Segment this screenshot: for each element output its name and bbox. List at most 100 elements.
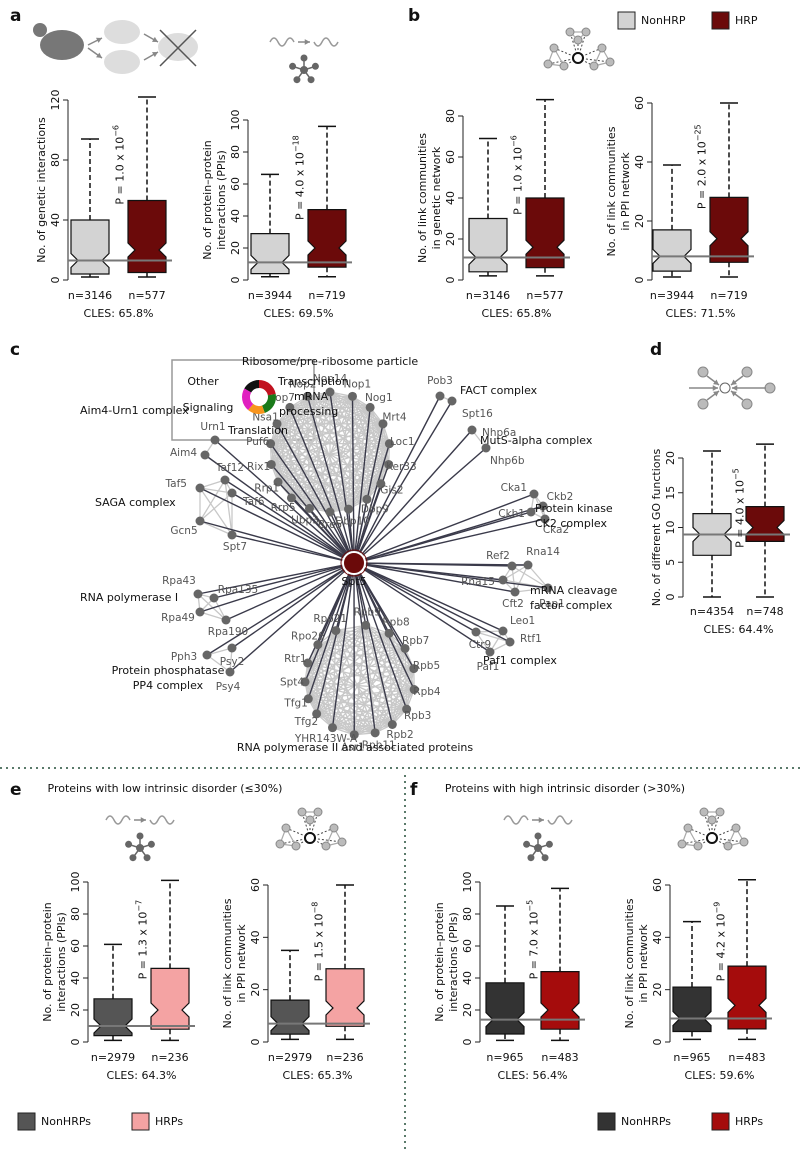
icon-part: [304, 832, 316, 844]
y-tick-label: 20: [633, 214, 646, 228]
y-tick-label: 0: [49, 277, 62, 284]
node-label: Ctr9: [469, 639, 491, 651]
intra-edge: [391, 668, 415, 725]
intra-edge: [306, 396, 331, 513]
spt5-edge: [270, 443, 355, 564]
intra-edge: [199, 479, 226, 522]
icon-part: [683, 823, 693, 833]
spt5-edge: [214, 439, 355, 564]
node: [200, 450, 210, 460]
intra-edge: [289, 406, 390, 445]
node: [361, 620, 371, 630]
node-label: Taf6: [242, 496, 265, 508]
node-label: Rpo21: [313, 613, 347, 625]
y-tick-label: 60: [633, 96, 646, 110]
box: [325, 968, 365, 1027]
node-label: Dbp10: [335, 515, 370, 527]
node-label: Ckb2: [547, 491, 574, 503]
y-tick-label: 80: [461, 907, 474, 921]
icon-part: [300, 66, 308, 74]
y-tick-label: 20: [249, 983, 262, 997]
node-label: Rpb8: [382, 616, 409, 628]
node: [331, 626, 341, 636]
spt5-edge: [231, 562, 355, 649]
y-tick-label: 20: [69, 1003, 82, 1017]
icon-part: [143, 854, 151, 862]
y-axis-label: interactions (PPIs): [215, 150, 228, 250]
footer: CLES: 56.4%: [498, 1069, 568, 1082]
node-label: Taf12: [215, 462, 244, 474]
node-label: Pph3: [171, 651, 197, 663]
node: [273, 477, 283, 487]
intra-edge: [307, 662, 376, 734]
node: [312, 709, 322, 719]
node: [435, 391, 445, 401]
x-tick-label: n=2979: [268, 1051, 312, 1064]
y-tick-label: 0: [249, 1039, 262, 1046]
intra-edge: [527, 564, 549, 589]
node-label: Gis2: [380, 485, 403, 497]
icon-part: [307, 76, 315, 84]
group-label: PP4 complex: [133, 679, 204, 692]
p-value: P = 4.0 x 10−18: [291, 135, 307, 220]
node-label: Rpa43: [162, 575, 196, 587]
y-tick-label: 0: [633, 277, 646, 284]
legend-swatch: [597, 1112, 616, 1131]
icon-part: [741, 398, 753, 410]
node: [221, 615, 231, 625]
p-value-exponent: −18: [291, 135, 300, 152]
node-label: Spt7: [223, 541, 247, 553]
icon-part: [739, 837, 749, 847]
node-label: Pob3: [427, 375, 453, 387]
icon-part: [572, 52, 584, 64]
icon-part: [40, 30, 84, 60]
node-label: Ker33: [386, 461, 417, 473]
y-tick-label: 0: [461, 1039, 474, 1046]
spt5-edge: [276, 423, 355, 564]
intra-edge: [475, 631, 511, 643]
y-tick-label: 20: [461, 1003, 474, 1017]
intra-edge: [317, 644, 408, 710]
y-axis-label: in genetic network: [430, 146, 443, 249]
spt5-edge: [225, 562, 355, 621]
intra-edge: [290, 396, 309, 499]
node-label: Rpa135: [218, 584, 258, 596]
node-label: Rpb11: [362, 739, 396, 751]
box: [709, 196, 749, 263]
y-axis-label: No. of protein–protein: [41, 902, 54, 1022]
node: [529, 489, 539, 499]
node: [387, 719, 397, 729]
intra-edge: [270, 407, 291, 465]
intra-edge: [277, 396, 309, 483]
intra-edge: [276, 423, 311, 509]
p-value-text: P = 1.0 x 10: [114, 137, 127, 205]
panel-letter: a: [10, 6, 21, 26]
legend-segment: [262, 394, 277, 413]
node: [510, 587, 520, 597]
node: [227, 643, 237, 653]
node-label: Nop14: [313, 373, 348, 385]
y-axis-label: No. of link communities: [416, 133, 429, 263]
box: [93, 998, 133, 1037]
icon-part: [605, 57, 615, 67]
panel-letter: d: [650, 340, 662, 360]
icon-part: [719, 382, 731, 394]
spt5-edge: [329, 391, 355, 564]
y-tick-label: 5: [664, 559, 677, 566]
node: [526, 507, 536, 517]
legend-swatch: [711, 1112, 730, 1131]
x-tick-label: n=3146: [466, 289, 510, 302]
node-label: Puf6: [246, 436, 269, 448]
icon-part: [293, 76, 301, 84]
icon-part: [559, 61, 569, 71]
footer: CLES: 64.3%: [107, 1069, 177, 1082]
group-label: FACT complex: [460, 384, 538, 397]
icon-part: [715, 807, 725, 817]
intra-edge: [307, 632, 390, 664]
node: [447, 396, 457, 406]
node: [303, 658, 313, 668]
spt5-edge: [353, 400, 453, 564]
intra-edge: [289, 407, 293, 498]
y-axis-label: No. of protein–protein: [433, 902, 446, 1022]
intra-edge: [308, 698, 407, 710]
